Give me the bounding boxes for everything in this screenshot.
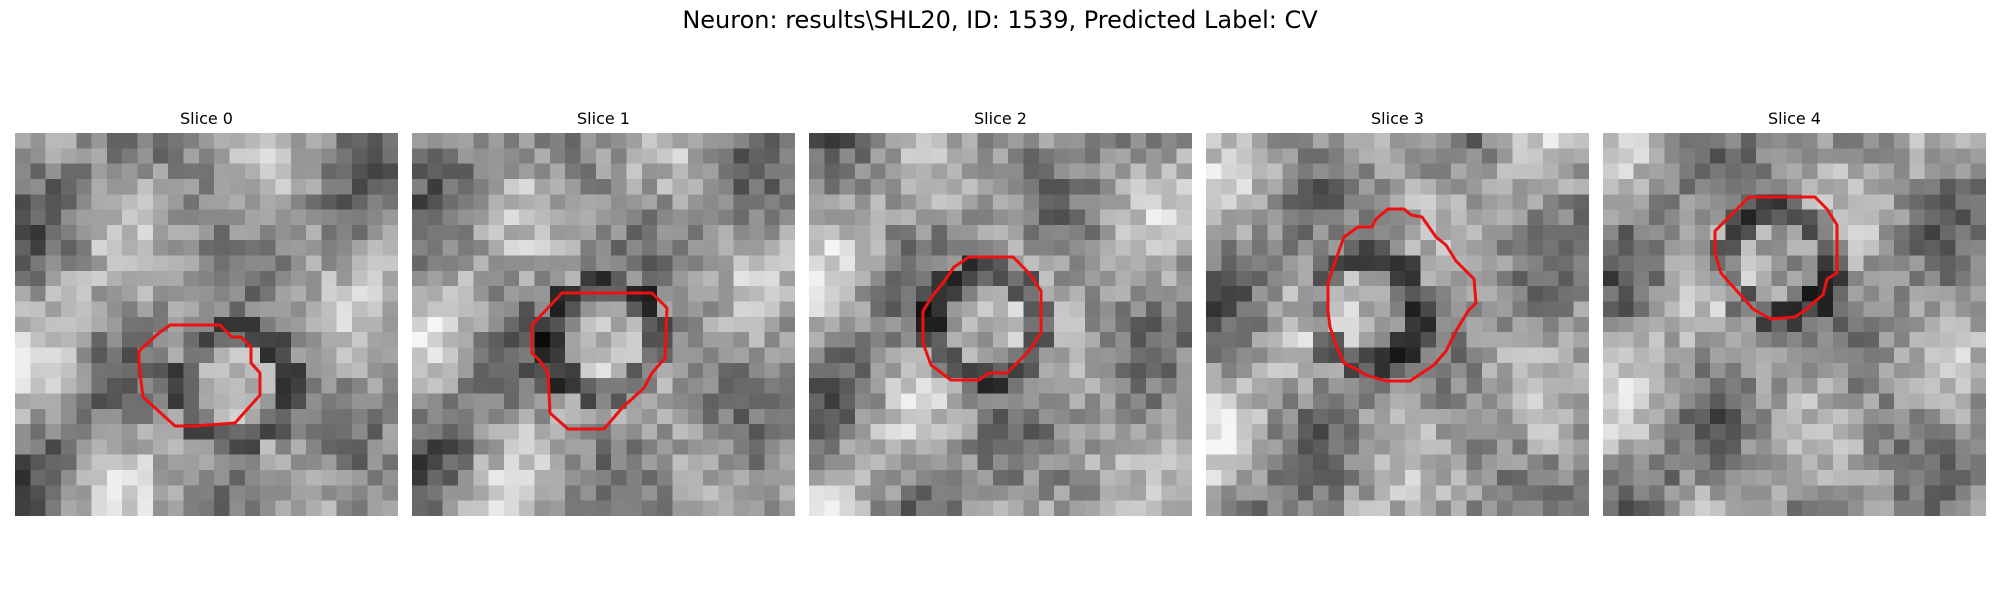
- grayscale-texture: [809, 133, 1192, 516]
- slice-image: [15, 133, 398, 516]
- slice-image: [809, 133, 1192, 516]
- slice-panel-1: Slice 1: [412, 108, 795, 516]
- slice-title: Slice 2: [974, 109, 1027, 128]
- figure-title: Neuron: results\SHL20, ID: 1539, Predict…: [682, 6, 1318, 34]
- roi-contour: [530, 291, 669, 431]
- slice-panel-2: Slice 2: [809, 108, 1192, 516]
- roi-outline: [530, 291, 669, 431]
- slice-title: Slice 1: [577, 109, 630, 128]
- grayscale-texture: [412, 133, 795, 516]
- roi-contour: [1713, 195, 1839, 321]
- slice-image: [1206, 133, 1589, 516]
- roi-outline: [1326, 207, 1478, 383]
- grayscale-texture: [1206, 133, 1589, 516]
- slice-panel-3: Slice 3: [1206, 108, 1589, 516]
- slice-image: [1603, 133, 1986, 516]
- roi-contour: [1326, 207, 1478, 383]
- slice-panel-0: Slice 0: [15, 108, 398, 516]
- roi-outline: [921, 255, 1043, 382]
- roi-outline: [1713, 195, 1839, 321]
- slice-image: [412, 133, 795, 516]
- roi-outline: [137, 323, 262, 428]
- slice-title: Slice 0: [180, 109, 233, 128]
- roi-contour: [137, 323, 262, 428]
- roi-contour: [921, 255, 1043, 382]
- slice-title: Slice 3: [1371, 109, 1424, 128]
- slice-title: Slice 4: [1768, 109, 1821, 128]
- slice-panel-4: Slice 4: [1603, 108, 1986, 516]
